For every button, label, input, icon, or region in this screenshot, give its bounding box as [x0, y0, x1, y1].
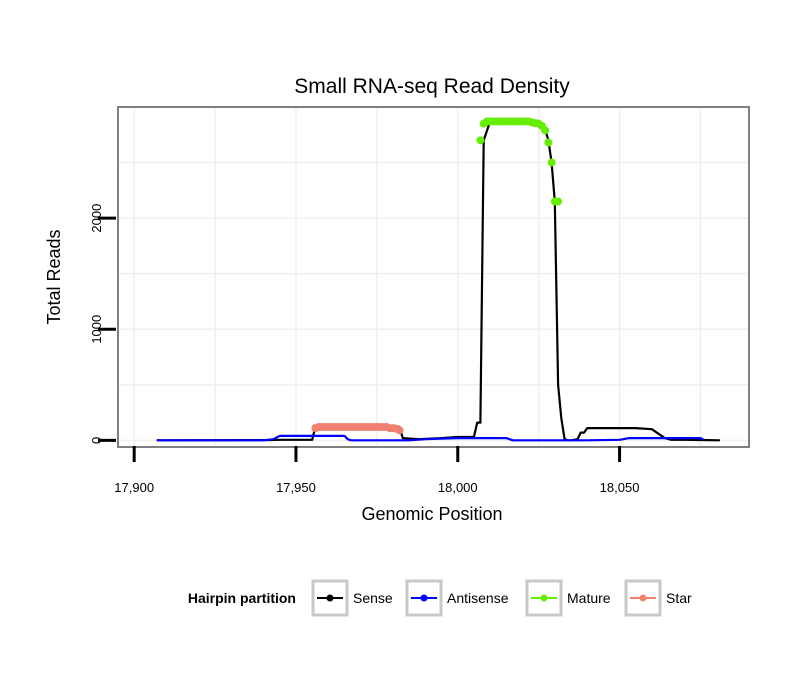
legend-label: Sense: [353, 590, 393, 606]
x-tick-label: 18,050: [600, 480, 640, 495]
legend-item-antisense: Antisense: [405, 579, 509, 617]
legend-key-point: [639, 594, 647, 602]
data-point-mature: [544, 138, 553, 147]
data-point-star: [395, 426, 404, 435]
y-tick-label: 2000: [89, 204, 104, 233]
plot-border: [117, 106, 750, 448]
legend-key-point: [420, 594, 428, 602]
y-axis-label: Total Reads: [44, 229, 64, 324]
legend-label: Star: [666, 590, 692, 606]
legend-key-point: [540, 594, 548, 602]
series-star: [311, 423, 404, 435]
legend-label: Mature: [567, 590, 611, 606]
series-line-antisense: [156, 434, 705, 442]
x-tick-label: 18,000: [438, 480, 478, 495]
series-layer: [156, 117, 720, 442]
grid-lines: [118, 106, 749, 447]
data-point-mature: [554, 197, 563, 206]
x-axis-label: Genomic Position: [361, 504, 502, 524]
data-point-mature: [541, 126, 550, 135]
y-tick-label: 1000: [89, 315, 104, 344]
legend-entries: Sense Antisense Mature Star: [311, 579, 692, 617]
x-axis: 17,900 17,950 18,000 18,050: [114, 446, 639, 495]
legend-item-star: Star: [624, 579, 692, 617]
y-axis: 0 1000 2000: [89, 204, 116, 444]
legend-label: Antisense: [447, 590, 509, 606]
chart-title: Small RNA-seq Read Density: [294, 75, 570, 98]
legend-title: Hairpin partition: [188, 590, 296, 606]
y-tick-label: 0: [89, 437, 104, 444]
legend-key-point: [326, 594, 334, 602]
legend-item-sense: Sense: [311, 579, 393, 617]
plot-panel: [118, 107, 749, 447]
x-tick-label: 17,900: [114, 480, 154, 495]
data-point-mature: [476, 136, 485, 145]
data-point-mature: [547, 158, 556, 167]
series-mature: [476, 117, 563, 206]
legend: Hairpin partition Sense Antisense Mature St…: [188, 579, 692, 617]
legend-item-mature: Mature: [525, 579, 611, 617]
series-antisense: [156, 434, 705, 442]
x-tick-label: 17,950: [276, 480, 316, 495]
